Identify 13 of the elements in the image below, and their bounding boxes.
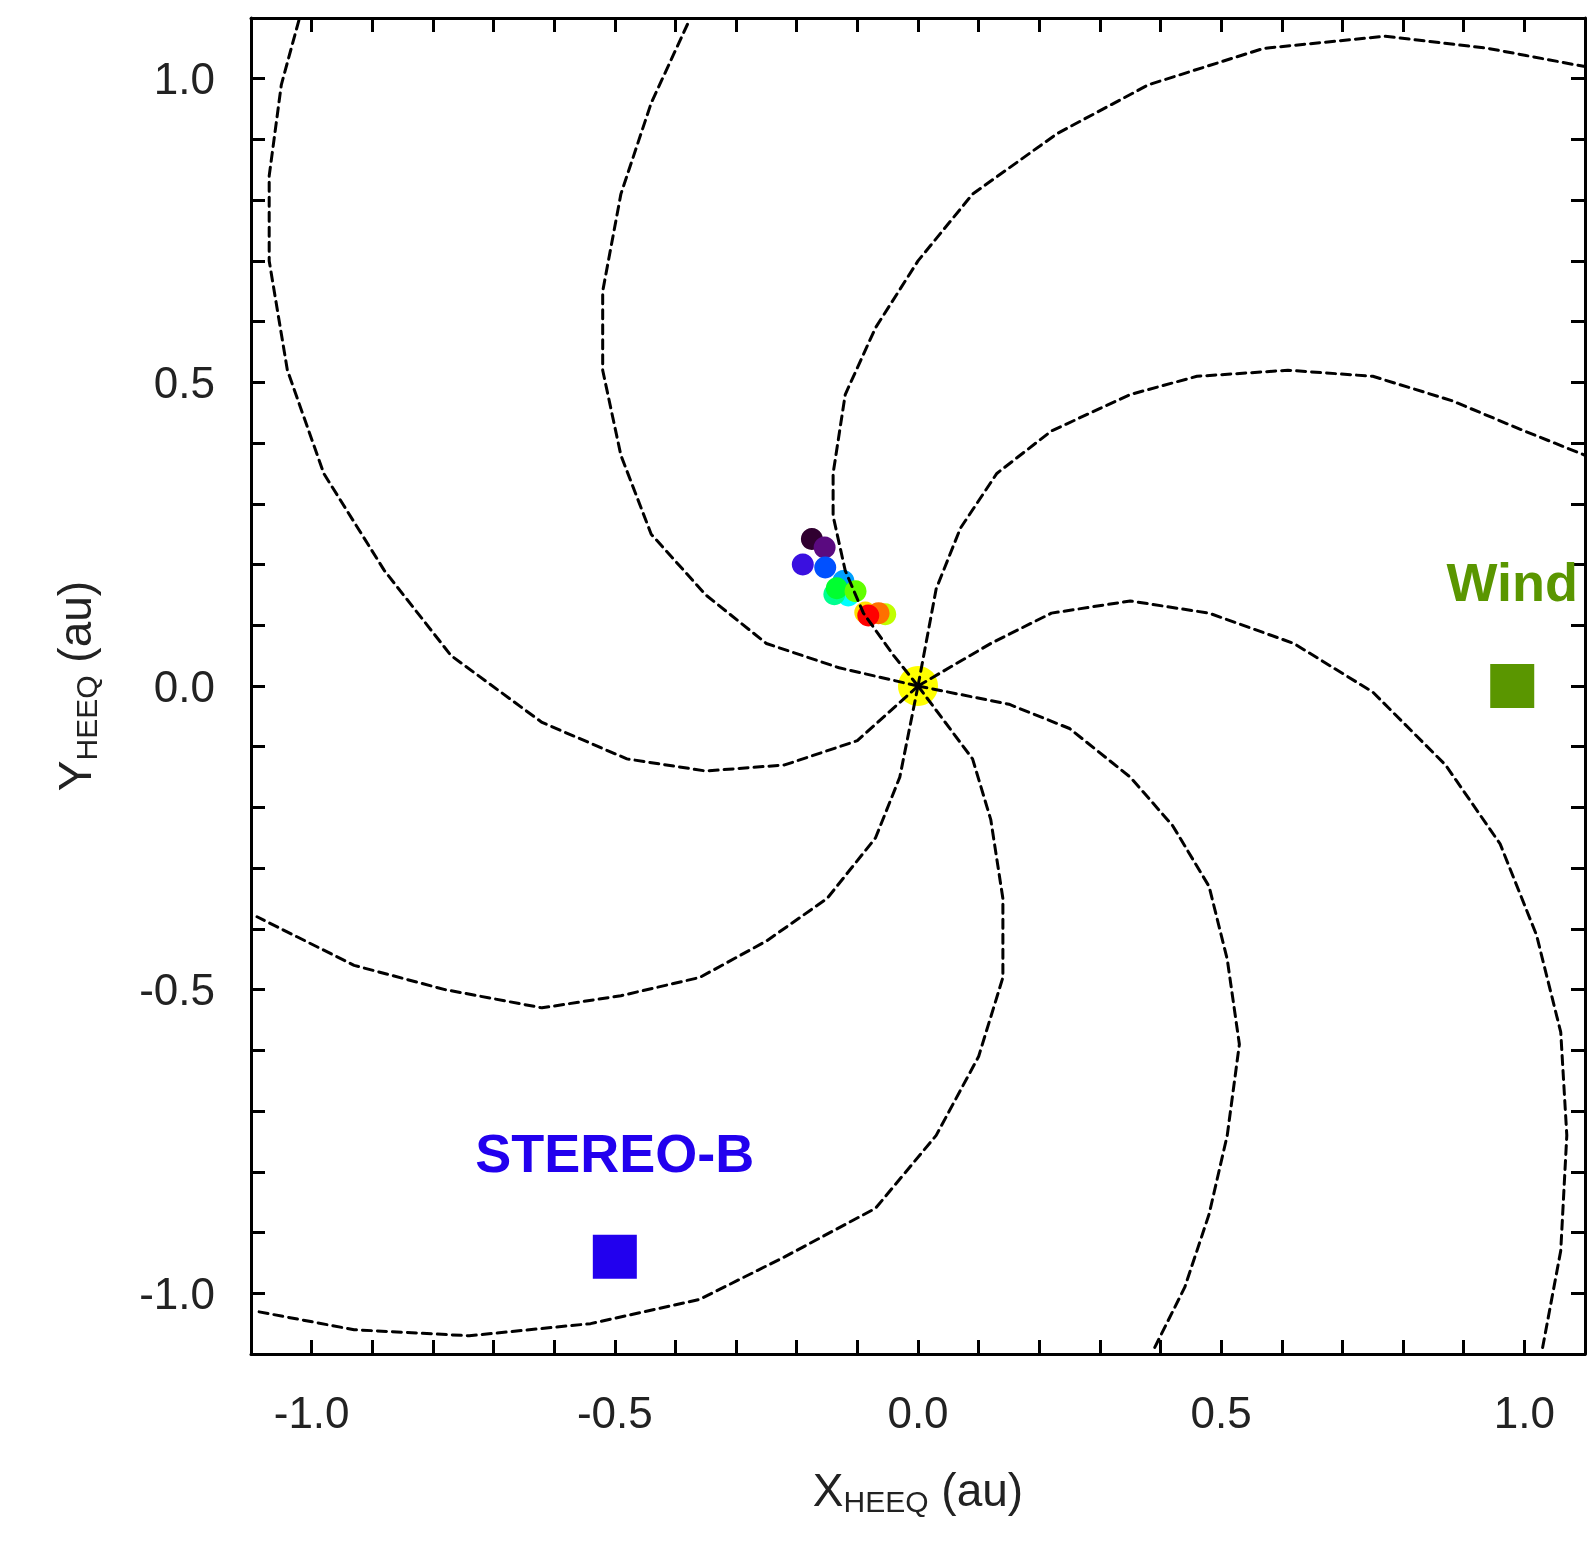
y-tick-label: -1.0 xyxy=(139,1268,215,1318)
series-label: Wind xyxy=(1446,552,1578,612)
x-tick-label: 0.5 xyxy=(1190,1387,1252,1437)
x-tick-label: 0.0 xyxy=(887,1387,949,1437)
y-tick-label: -0.5 xyxy=(139,965,215,1015)
y-axis-title: YHEEQ (au) xyxy=(49,580,103,792)
series-label: STEREO-B xyxy=(475,1122,755,1183)
x-tick-label: -1.0 xyxy=(273,1387,350,1437)
y-tick-label: 1.0 xyxy=(153,54,215,104)
y-tick-label: 0.5 xyxy=(153,357,215,407)
y-tick-label: 0.0 xyxy=(153,661,215,711)
x-tick-label: 1.0 xyxy=(1493,1387,1555,1437)
x-tick-label: -0.5 xyxy=(576,1387,653,1437)
